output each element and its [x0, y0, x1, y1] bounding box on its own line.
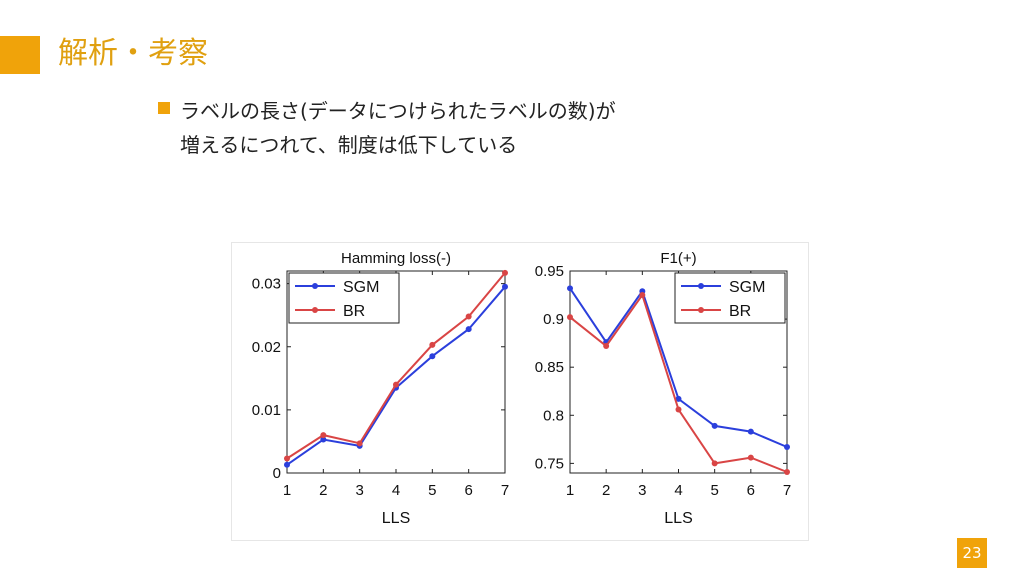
chart2-x-tick-label: 1 [566, 482, 574, 499]
slide-title: 解析・考察 [58, 36, 208, 71]
chart2-y-tick-label: 0.85 [535, 359, 564, 376]
chart2-y-tick-label: 0.9 [543, 311, 564, 328]
chart1-y-tick-label: 0.03 [252, 276, 281, 293]
chart1-series-sgm-point [502, 283, 508, 290]
chart1-series-sgm-point [284, 461, 290, 468]
chart1-x-tick-label: 5 [428, 482, 436, 499]
page-number: 23 [957, 538, 987, 568]
chart2-series-sgm-point [784, 444, 790, 451]
chart2-series-br-point [567, 314, 573, 321]
chart1-y-tick-label: 0 [273, 465, 281, 482]
chart2-legend-br-marker [698, 307, 704, 313]
chart1-x-tick-label: 6 [464, 482, 472, 499]
chart2-x-axis-label: LLS [664, 510, 692, 527]
chart1-y-tick-label: 0.01 [252, 402, 281, 419]
chart1-series-br-point [284, 455, 290, 462]
chart2-x-tick-label: 6 [747, 482, 755, 499]
chart2-x-tick-label: 7 [783, 482, 791, 499]
chart2-legend-sgm-marker [698, 283, 704, 289]
chart2-series-br-point [603, 343, 610, 350]
bullet-line-1: ラベルの長さ(データにつけられたラベルの数)が [180, 99, 616, 123]
chart1-y-tick-label: 0.02 [252, 339, 281, 356]
chart2-x-tick-label: 2 [602, 482, 610, 499]
chart2-y-tick-label: 0.75 [535, 455, 564, 472]
chart2-y-tick-label: 0.8 [543, 407, 564, 424]
chart2-x-tick-label: 4 [674, 482, 682, 499]
chart2-series-br-point [675, 406, 682, 413]
bullet-square-icon [158, 102, 170, 114]
chart1-series-sgm-point [465, 326, 472, 333]
charts-figure: Hamming loss(-) 1 2 3 4 5 6 7 0 0.01 0.02 0.03 LLS SG… [231, 242, 809, 541]
chart1-legend-box [288, 272, 400, 324]
chart2-series-br-point [711, 460, 718, 467]
chart1-x-tick-label: 7 [501, 482, 509, 499]
chart2-series-sgm-point [711, 422, 718, 429]
chart1-x-tick-label: 3 [355, 482, 363, 499]
chart1-title: Hamming loss(-) [341, 250, 451, 267]
chart1-x-axis-label: LLS [382, 510, 410, 527]
chart2-legend-sgm-label: SGM [729, 279, 765, 296]
chart1-x-tick-label: 2 [319, 482, 327, 499]
chart2-x-tick-label: 5 [710, 482, 718, 499]
chart1-legend-br-label: BR [343, 303, 365, 320]
chart2-legend-br-label: BR [729, 303, 751, 320]
chart1-legend-sgm-label: SGM [343, 279, 379, 296]
bullet-line-2: 増えるにつれて、制度は低下している [180, 133, 518, 157]
chart2-y-tick-label: 0.95 [535, 263, 564, 280]
chart1-series-sgm-point [320, 436, 327, 443]
chart2-series-sgm-point [567, 285, 573, 292]
chart1-series-br-point [320, 432, 327, 439]
chart1-legend-br-marker [312, 307, 318, 313]
chart1-series-br-point [356, 440, 363, 447]
chart1-legend-sgm-marker [312, 283, 318, 289]
chart2-series-br-point [639, 292, 646, 299]
charts-svg: Hamming loss(-) 1 2 3 4 5 6 7 0 0.01 0.02 0.03 LLS SG… [252, 250, 791, 527]
chart1-x-tick-label: 1 [283, 482, 291, 499]
chart1-series-sgm-point [429, 353, 436, 360]
chart1-series-br-point [393, 381, 399, 388]
chart1-x-tick-label: 4 [392, 482, 400, 499]
chart1-series-br-point [429, 341, 436, 348]
bullet-text: ラベルの長さ(データにつけられたラベルの数)が 増えるにつれて、制度は低下してい… [180, 94, 800, 162]
title-accent-block [0, 36, 40, 74]
chart2-legend-box [674, 272, 786, 324]
chart1-series-br-point [465, 313, 472, 320]
chart2-x-tick-label: 3 [638, 482, 646, 499]
chart1-series-br-point [502, 269, 508, 276]
chart2-series-sgm-point [675, 395, 682, 402]
chart2-series-br-point [784, 469, 790, 476]
chart2-series-br-point [747, 454, 754, 461]
chart2-title: F1(+) [660, 250, 696, 267]
chart2-series-sgm-point [747, 428, 754, 435]
